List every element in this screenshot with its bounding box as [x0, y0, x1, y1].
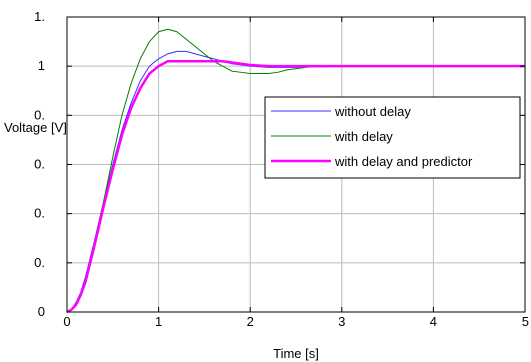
y-tick-label: 0.: [34, 255, 45, 270]
x-tick-label: 4: [430, 314, 437, 329]
legend-label: without delay: [334, 104, 411, 119]
legend-label: with delay: [334, 129, 393, 144]
y-tick-label: 1: [38, 58, 45, 73]
legend: without delay with delay with delay and pr…: [264, 96, 521, 179]
legend-label: with delay and predictor: [334, 154, 473, 169]
y-tick-label: 0.: [34, 157, 45, 172]
x-tick-label: 3: [338, 314, 345, 329]
x-tick-label: 2: [247, 314, 254, 329]
y-axis-label: Voltage [V]: [4, 120, 67, 135]
x-tick-label: 1: [155, 314, 162, 329]
y-tick-label: 1.: [34, 9, 45, 24]
y-tick-label: 0.: [34, 107, 45, 122]
tick-layer: 0 1 2 3 4 5 0 0. 0. 0. 0. 1 1.: [34, 9, 529, 329]
y-tick-label: 0: [38, 304, 45, 319]
x-tick-label: 0: [63, 314, 70, 329]
y-tick-label: 0.: [34, 206, 45, 221]
series-line-2: [66, 60, 525, 314]
series-layer: [66, 28, 525, 314]
x-axis-label: Time [s]: [273, 346, 319, 361]
x-tick-label: 5: [522, 314, 529, 329]
